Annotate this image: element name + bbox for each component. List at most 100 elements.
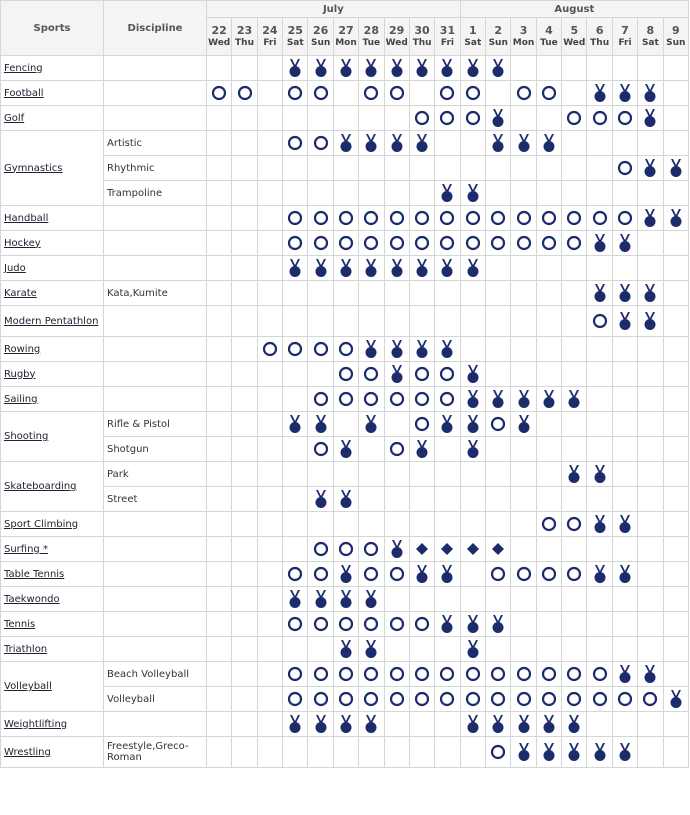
sport-row: Trampoline (1, 180, 690, 206)
medal-icon (619, 565, 631, 583)
medal-icon (340, 259, 352, 277)
event-icon (288, 566, 303, 582)
sport-link[interactable]: Gymnastics (4, 162, 63, 174)
medal-icon (441, 184, 453, 202)
day-cell (256, 486, 284, 512)
day-cell (535, 130, 563, 156)
sport-link[interactable]: Surfing * (4, 543, 48, 555)
day-cell (637, 661, 664, 687)
day-cell (358, 736, 385, 768)
medal-icon (441, 565, 453, 583)
sport-link[interactable]: Taekwondo (4, 593, 60, 605)
day-cell (282, 280, 309, 306)
event-icon (364, 235, 379, 251)
day-cell (485, 486, 512, 512)
medal-icon (365, 259, 377, 277)
day-cell (358, 180, 385, 206)
day-cell (611, 305, 639, 337)
sport-link[interactable]: Skateboarding (4, 481, 77, 492)
sport-link[interactable]: Modern Pentathlon (4, 315, 99, 327)
sport-link[interactable]: Weightlifting (4, 718, 68, 730)
day-cell (434, 130, 461, 156)
sport-cell: Skateboarding (0, 461, 104, 512)
sport-cell: Hockey (0, 230, 104, 256)
medal-icon (365, 415, 377, 433)
day-cell (282, 511, 309, 537)
medal-icon (492, 134, 504, 152)
day-cell (561, 336, 588, 362)
medal-icon (340, 59, 352, 77)
sport-link[interactable]: Rugby (4, 368, 36, 380)
day-date: 30 (414, 23, 430, 37)
sport-link[interactable]: Sport Climbing (4, 518, 79, 530)
sport-link[interactable]: Karate (4, 287, 37, 299)
day-cell (231, 436, 258, 462)
day-date: 3 (519, 23, 528, 37)
event-icon (567, 516, 582, 532)
day-cell (408, 155, 436, 181)
event-icon (440, 210, 455, 226)
sport-link[interactable]: Football (4, 87, 44, 99)
day-cell (434, 586, 461, 612)
event-icon (262, 341, 277, 357)
discipline-header: Discipline (103, 0, 207, 56)
sport-link[interactable]: Table Tennis (4, 568, 65, 580)
sport-row: Rhythmic (1, 155, 690, 181)
day-cell (637, 436, 664, 462)
sport-link[interactable]: Shooting (4, 431, 49, 442)
day-cell (358, 536, 385, 562)
sport-link[interactable]: Fencing (4, 62, 43, 74)
day-cell (434, 55, 461, 81)
day-cell (586, 255, 613, 281)
day-cell (332, 336, 360, 362)
day-cell (637, 205, 664, 231)
day-cell (231, 586, 258, 612)
sport-cell: Volleyball (0, 661, 104, 712)
sport-link[interactable]: Tennis (4, 618, 36, 630)
discipline-cell (103, 336, 207, 362)
sport-link[interactable]: Hockey (4, 237, 41, 249)
medal-icon (467, 615, 479, 633)
medal-icon (594, 465, 606, 483)
day-cell (459, 205, 487, 231)
day-cell (535, 155, 563, 181)
sport-link[interactable]: Judo (4, 262, 26, 274)
sport-link[interactable]: Triathlon (4, 643, 48, 655)
medal-icon (467, 365, 479, 383)
sport-link[interactable]: Wrestling (4, 746, 51, 758)
sport-link[interactable]: Sailing (4, 393, 38, 405)
day-weekday: Tue (540, 37, 558, 48)
medal-icon (467, 715, 479, 733)
event-icon (465, 210, 480, 226)
day-cell (383, 711, 410, 737)
day-cell (434, 411, 461, 437)
day-cell (383, 255, 410, 281)
day-cell (383, 436, 410, 462)
day-cell (662, 661, 690, 687)
sport-cell: Judo (0, 255, 104, 281)
day-cell (535, 361, 563, 387)
medal-icon (416, 259, 428, 277)
day-cell (434, 486, 461, 512)
day-cell (485, 636, 512, 662)
day-cell (611, 80, 639, 106)
day-weekday: Mon (335, 37, 357, 48)
day-cell (662, 361, 690, 387)
day-cell (662, 55, 690, 81)
event-icon (541, 210, 557, 226)
day-weekday: Fri (440, 37, 454, 48)
day-cell (586, 280, 613, 306)
day-cell (662, 105, 690, 131)
day-cell (485, 55, 512, 81)
discipline-cell (103, 561, 207, 587)
discipline-name: Beach Volleyball (107, 668, 189, 680)
day-weekday: Thu (412, 37, 432, 48)
event-icon (491, 416, 506, 432)
day-cell (231, 561, 258, 587)
sport-link[interactable]: Rowing (4, 343, 41, 355)
event-icon (567, 691, 582, 707)
sport-link[interactable]: Volleyball (4, 681, 52, 692)
sport-link[interactable]: Handball (4, 212, 49, 224)
day-cell (459, 280, 487, 306)
sport-link[interactable]: Golf (4, 112, 25, 124)
